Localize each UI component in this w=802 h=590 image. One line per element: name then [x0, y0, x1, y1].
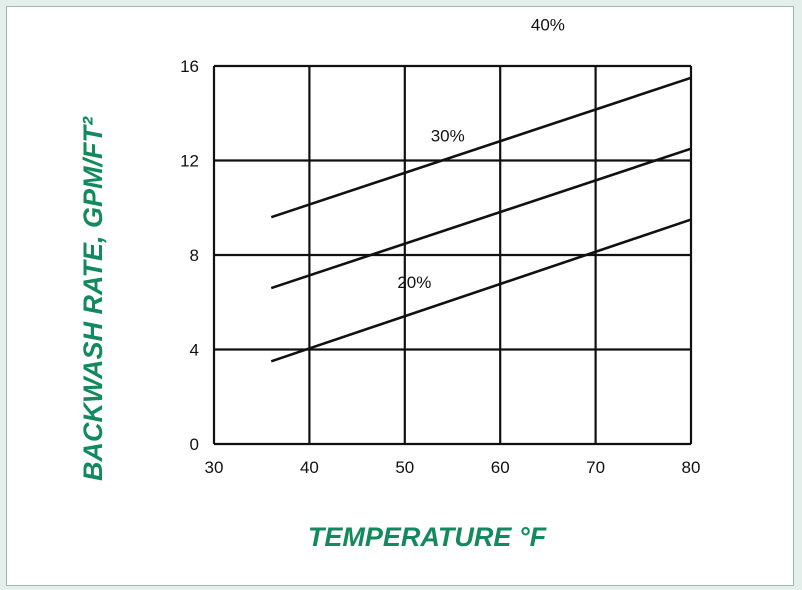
series-label-40pct: 40% [531, 16, 565, 35]
x-tick-label: 80 [682, 458, 701, 477]
chart-panel: 30 40 50 60 70 80 0 4 8 12 16 20% 30% 40% BACKWASH R… [6, 6, 794, 586]
grid [212, 64, 693, 446]
y-tick-label: 12 [180, 152, 199, 171]
y-tick-label: 8 [190, 246, 199, 265]
series-labels: 20% 30% 40% [397, 16, 565, 293]
y-tick-label: 4 [190, 341, 199, 360]
series-lines [270, 76, 692, 363]
y-axis-title: BACKWASH RATE, GPM/FT² [78, 116, 108, 481]
x-axis-title: TEMPERATURE °F [308, 522, 548, 552]
series-label-30pct: 30% [431, 127, 465, 146]
y-tick-label: 16 [180, 57, 199, 76]
series-line-30pct [270, 147, 692, 290]
x-tick-label: 60 [491, 458, 510, 477]
x-tick-label: 30 [205, 458, 224, 477]
series-line-40pct [270, 76, 692, 219]
series-line-20pct [270, 218, 692, 363]
x-tick-label: 70 [586, 458, 605, 477]
backwash-chart: 30 40 50 60 70 80 0 4 8 12 16 20% 30% 40% BACKWASH R… [78, 16, 700, 552]
tick-labels: 30 40 50 60 70 80 0 4 8 12 16 [180, 57, 700, 477]
y-tick-label: 0 [190, 435, 199, 454]
x-tick-label: 50 [395, 458, 414, 477]
series-label-20pct: 20% [397, 273, 431, 292]
x-tick-label: 40 [300, 458, 319, 477]
